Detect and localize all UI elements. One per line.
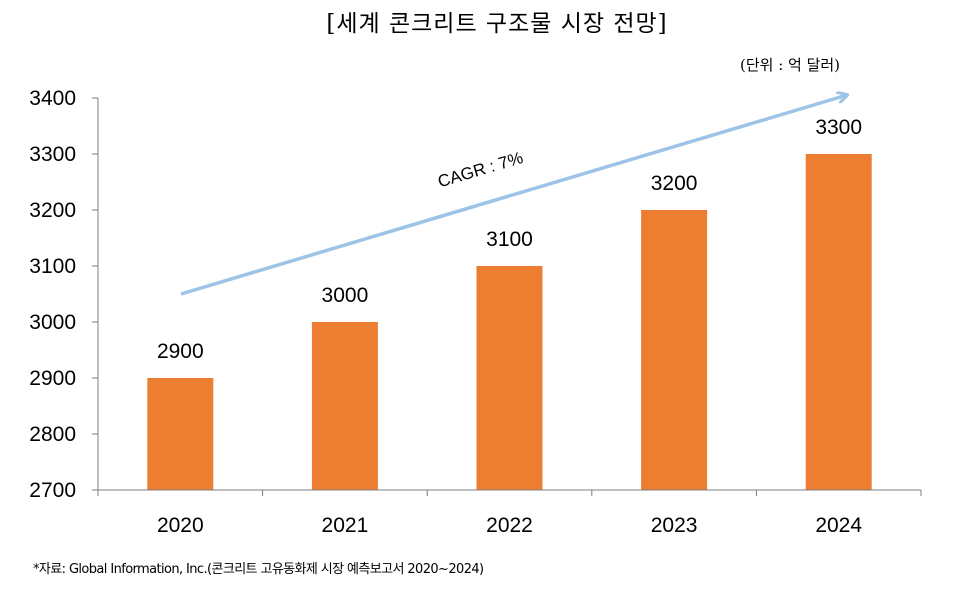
bar-2024 bbox=[805, 154, 872, 490]
bar-2021 bbox=[311, 322, 378, 490]
y-tick-label: 3300 bbox=[29, 143, 76, 166]
x-tick-label: 2023 bbox=[651, 514, 698, 537]
source-note: *자료: Global Information, Inc.(콘크리트 고유동화제… bbox=[33, 562, 484, 577]
cagr-trend-arrow bbox=[180, 95, 847, 296]
y-tick-label: 3200 bbox=[29, 199, 76, 222]
y-tick-label: 2700 bbox=[29, 479, 76, 502]
cagr-annotation: CAGR : 7% bbox=[436, 148, 526, 191]
x-tick-label: 2024 bbox=[815, 514, 862, 537]
x-tick-label: 2020 bbox=[157, 514, 204, 537]
data-label-2020: 2900 bbox=[157, 340, 204, 363]
bar-series bbox=[147, 154, 872, 490]
y-tick-label: 3000 bbox=[29, 311, 76, 334]
bar-2020 bbox=[147, 378, 214, 490]
y-tick-label: 2900 bbox=[29, 367, 76, 390]
data-labels: 2900 3000 3100 3200 3300 bbox=[157, 116, 862, 363]
data-label-2021: 3000 bbox=[322, 284, 369, 307]
x-tick-label: 2021 bbox=[322, 514, 369, 537]
bar-2023 bbox=[641, 210, 708, 490]
bar-2022 bbox=[476, 266, 543, 490]
data-label-2023: 3200 bbox=[651, 172, 698, 195]
chart-title: [세계 콘크리트 구조물 시장 전망] bbox=[326, 11, 667, 37]
x-axis-ticks: 2020 2021 2022 2023 2024 bbox=[97, 490, 922, 537]
data-label-2022: 3100 bbox=[486, 228, 533, 251]
x-tick-label: 2022 bbox=[486, 514, 533, 537]
y-tick-label: 3400 bbox=[29, 87, 76, 110]
source-prefix: *자료: bbox=[33, 562, 69, 577]
source-text: Global Information, Inc.(콘크리트 고유동화제 시장 예… bbox=[69, 562, 484, 577]
data-label-2024: 3300 bbox=[815, 116, 862, 139]
y-tick-label: 3100 bbox=[29, 255, 76, 278]
y-axis-ticks: 2700 2800 2900 3000 3100 3200 3300 3400 bbox=[29, 87, 98, 502]
unit-note: (단위 : 억 달러) bbox=[740, 56, 840, 74]
y-tick-label: 2800 bbox=[29, 423, 76, 446]
